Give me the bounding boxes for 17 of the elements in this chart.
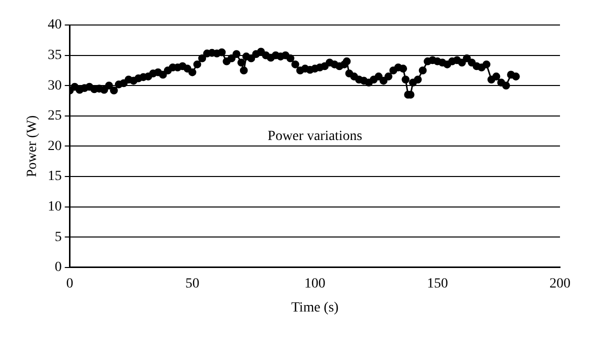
y-axis-title: Power (W): [25, 114, 40, 178]
y-tick-label: 30: [48, 78, 62, 94]
y-tick-label: 35: [48, 48, 62, 63]
x-tick-label: 150: [426, 276, 448, 292]
x-tick-label: 50: [185, 276, 200, 292]
x-tick-label: 0: [66, 276, 74, 292]
y-tick-label: 0: [54, 260, 62, 276]
y-tick-label: 40: [48, 18, 62, 33]
x-axis-title: Time (s): [291, 300, 339, 316]
x-tick-label: 100: [304, 276, 326, 292]
y-tick-label: 10: [48, 199, 62, 214]
annotation: Power variations: [268, 129, 362, 144]
y-tick-label: 20: [48, 138, 62, 154]
y-tick-label: 25: [48, 108, 62, 124]
y-tick-label: 15: [48, 169, 62, 184]
y-tick-label: 5: [54, 230, 62, 245]
x-tick-label: 200: [550, 276, 570, 292]
